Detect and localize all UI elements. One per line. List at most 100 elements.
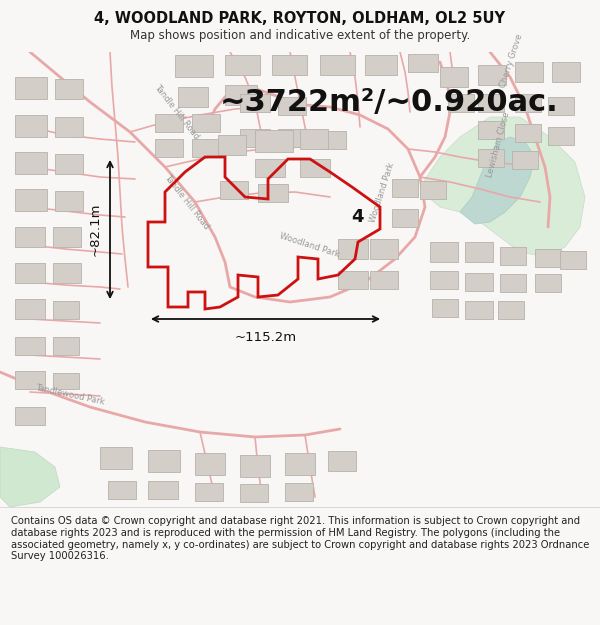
Polygon shape	[430, 271, 458, 289]
Polygon shape	[240, 455, 270, 477]
Polygon shape	[500, 274, 526, 292]
Polygon shape	[535, 274, 561, 292]
Polygon shape	[148, 481, 178, 499]
Text: Contains OS data © Crown copyright and database right 2021. This information is : Contains OS data © Crown copyright and d…	[11, 516, 589, 561]
Text: Cherry Grove: Cherry Grove	[498, 32, 524, 89]
Polygon shape	[548, 127, 574, 145]
Polygon shape	[225, 55, 260, 75]
Polygon shape	[300, 159, 330, 177]
Polygon shape	[300, 129, 328, 149]
Polygon shape	[192, 114, 220, 132]
Polygon shape	[465, 301, 493, 319]
Polygon shape	[15, 337, 45, 355]
Polygon shape	[220, 181, 248, 199]
Polygon shape	[195, 453, 225, 475]
Polygon shape	[225, 85, 257, 105]
Polygon shape	[15, 299, 45, 319]
Polygon shape	[560, 251, 586, 269]
Polygon shape	[15, 371, 45, 389]
Polygon shape	[15, 189, 47, 211]
Polygon shape	[320, 55, 355, 75]
Polygon shape	[255, 130, 293, 152]
Polygon shape	[432, 299, 458, 317]
Text: ~3722m²/~0.920ac.: ~3722m²/~0.920ac.	[220, 88, 559, 116]
Polygon shape	[478, 94, 504, 112]
Polygon shape	[53, 263, 81, 283]
Text: ~115.2m: ~115.2m	[235, 331, 296, 344]
Polygon shape	[100, 447, 132, 469]
Polygon shape	[53, 373, 79, 389]
Polygon shape	[365, 55, 397, 75]
Polygon shape	[478, 149, 504, 167]
Polygon shape	[55, 191, 83, 211]
Polygon shape	[53, 337, 79, 355]
Polygon shape	[552, 62, 580, 82]
Polygon shape	[448, 94, 474, 112]
Polygon shape	[460, 137, 535, 224]
Polygon shape	[53, 227, 81, 247]
Polygon shape	[500, 247, 526, 265]
Polygon shape	[272, 55, 307, 75]
Polygon shape	[440, 67, 468, 87]
Text: ~82.1m: ~82.1m	[89, 202, 102, 256]
Polygon shape	[515, 62, 543, 82]
Polygon shape	[338, 271, 368, 289]
Text: Tandlewood Park: Tandlewood Park	[35, 384, 106, 407]
Polygon shape	[15, 407, 45, 425]
Polygon shape	[240, 94, 270, 112]
Polygon shape	[240, 129, 270, 147]
Polygon shape	[465, 273, 493, 291]
Polygon shape	[278, 129, 306, 147]
Polygon shape	[278, 97, 306, 115]
Text: Tandle Hill Road: Tandle Hill Road	[162, 173, 211, 231]
Polygon shape	[258, 184, 288, 202]
Text: Lewisham Close: Lewisham Close	[485, 111, 511, 179]
Polygon shape	[370, 239, 398, 259]
Polygon shape	[392, 209, 418, 227]
Polygon shape	[218, 135, 246, 155]
Polygon shape	[175, 55, 213, 77]
Polygon shape	[408, 54, 438, 72]
Polygon shape	[195, 483, 223, 501]
Polygon shape	[478, 121, 504, 139]
Polygon shape	[515, 94, 541, 112]
Polygon shape	[178, 87, 208, 107]
Polygon shape	[465, 242, 493, 262]
Polygon shape	[155, 139, 183, 157]
Polygon shape	[55, 117, 83, 137]
Polygon shape	[155, 114, 183, 132]
Polygon shape	[15, 152, 47, 174]
Text: 4: 4	[351, 208, 363, 226]
Text: Tandle Hill Road: Tandle Hill Road	[152, 82, 200, 141]
Polygon shape	[478, 65, 506, 85]
Polygon shape	[370, 271, 398, 289]
Polygon shape	[548, 97, 574, 115]
Polygon shape	[285, 483, 313, 501]
Polygon shape	[55, 154, 83, 174]
Polygon shape	[108, 481, 136, 499]
Polygon shape	[15, 77, 47, 99]
Polygon shape	[535, 249, 561, 267]
Polygon shape	[420, 181, 446, 199]
Polygon shape	[285, 453, 315, 475]
Polygon shape	[392, 179, 418, 197]
Polygon shape	[240, 484, 268, 502]
Polygon shape	[53, 301, 79, 319]
Polygon shape	[0, 447, 60, 507]
Polygon shape	[420, 117, 585, 257]
Polygon shape	[15, 115, 47, 137]
Polygon shape	[498, 301, 524, 319]
Polygon shape	[15, 227, 45, 247]
Text: 4, WOODLAND PARK, ROYTON, OLDHAM, OL2 5UY: 4, WOODLAND PARK, ROYTON, OLDHAM, OL2 5U…	[95, 11, 505, 26]
Polygon shape	[192, 139, 220, 157]
Polygon shape	[430, 242, 458, 262]
Polygon shape	[318, 131, 346, 149]
Text: Woodland Park: Woodland Park	[278, 231, 340, 259]
Polygon shape	[148, 450, 180, 472]
Text: Woodland Park: Woodland Park	[368, 162, 396, 224]
Polygon shape	[15, 263, 45, 283]
Polygon shape	[255, 159, 285, 177]
Text: Map shows position and indicative extent of the property.: Map shows position and indicative extent…	[130, 29, 470, 42]
Polygon shape	[512, 151, 538, 169]
Polygon shape	[328, 451, 356, 471]
